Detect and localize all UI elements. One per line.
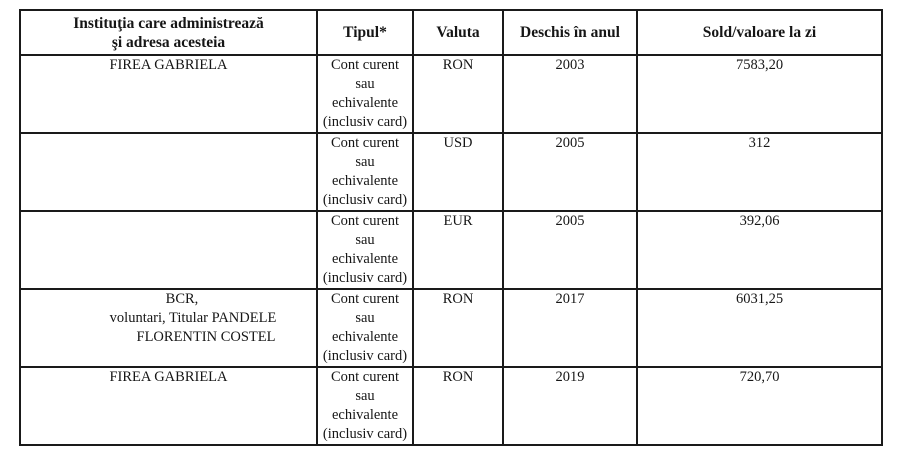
cell-currency: RON (412, 288, 504, 368)
cell-year: 2003 (502, 54, 638, 134)
table-header-row: Instituţia care administrează şi adresa … (19, 9, 883, 56)
col-header-type: Tipul* (316, 9, 414, 56)
accounts-table: Instituţia care administrează şi adresa … (19, 9, 883, 446)
table-row: Cont curent sau echivalente (inclusiv ca… (19, 210, 883, 290)
cell-type: Cont curent sau echivalente (inclusiv ca… (316, 210, 414, 290)
cell-type: Cont curent sau echivalente (inclusiv ca… (316, 54, 414, 134)
col-header-institution: Instituţia care administrează şi adresa … (19, 9, 318, 56)
cell-institution: BCR, voluntari, Titular PANDELE FLORENTI… (19, 288, 318, 368)
cell-balance: 392,06 (636, 210, 883, 290)
cell-institution (19, 210, 318, 290)
col-header-year: Deschis în anul (502, 9, 638, 56)
cell-type: Cont curent sau echivalente (inclusiv ca… (316, 132, 414, 212)
col-header-balance: Sold/valoare la zi (636, 9, 883, 56)
cell-institution: FIREA GABRIELA (19, 54, 318, 134)
cell-year: 2017 (502, 288, 638, 368)
cell-balance: 720,70 (636, 366, 883, 446)
cell-currency: RON (412, 366, 504, 446)
table-row: BCR, voluntari, Titular PANDELE FLORENTI… (19, 288, 883, 368)
cell-year: 2019 (502, 366, 638, 446)
cell-currency: USD (412, 132, 504, 212)
col-header-currency: Valuta (412, 9, 504, 56)
table-row: FIREA GABRIELA Cont curent sau echivalen… (19, 366, 883, 446)
cell-currency: EUR (412, 210, 504, 290)
cell-balance: 312 (636, 132, 883, 212)
cell-type: Cont curent sau echivalente (inclusiv ca… (316, 288, 414, 368)
table-row: FIREA GABRIELA Cont curent sau echivalen… (19, 54, 883, 134)
cell-institution: FIREA GABRIELA (19, 366, 318, 446)
cell-type: Cont curent sau echivalente (inclusiv ca… (316, 366, 414, 446)
cell-year: 2005 (502, 210, 638, 290)
cell-balance: 6031,25 (636, 288, 883, 368)
cell-institution (19, 132, 318, 212)
table-row: Cont curent sau echivalente (inclusiv ca… (19, 132, 883, 212)
institution-line: BCR, (165, 291, 199, 307)
cell-balance: 7583,20 (636, 54, 883, 134)
institution-line: voluntari, Titular PANDELE (109, 310, 277, 326)
cell-year: 2005 (502, 132, 638, 212)
cell-currency: RON (412, 54, 504, 134)
institution-line: FLORENTIN COSTEL (136, 329, 276, 345)
